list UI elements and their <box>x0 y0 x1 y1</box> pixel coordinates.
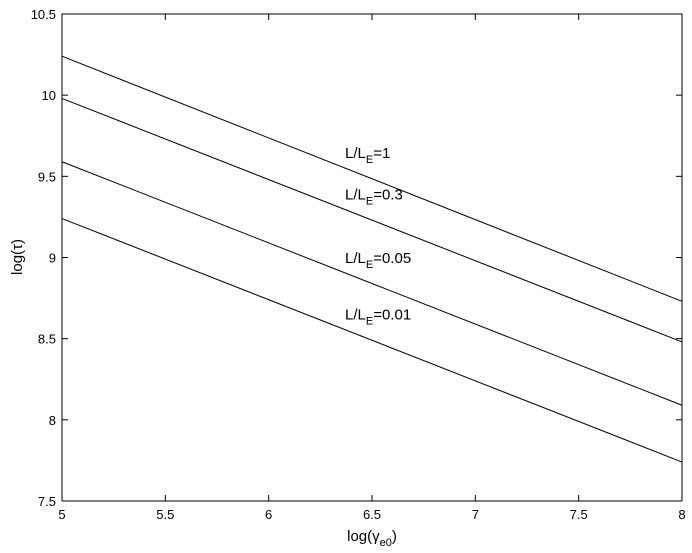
label-part: =0.05 <box>373 250 411 267</box>
line <box>61 218 683 463</box>
y-tick-label: 10 <box>42 88 56 103</box>
label-sub: E <box>366 316 373 328</box>
line-label: L/LE=1 <box>345 145 390 166</box>
x-tick-label: 5 <box>58 507 65 522</box>
x-tick-label: 6 <box>265 507 272 522</box>
line-label: L/LE=0.3 <box>345 187 403 208</box>
y-tick-label: 9.5 <box>38 169 56 184</box>
label-part: =0.01 <box>373 307 411 324</box>
y-tick-label: 9 <box>49 251 56 266</box>
label-part: L/L <box>345 145 366 162</box>
line <box>61 97 683 343</box>
y-tick-label: 10.5 <box>31 7 56 22</box>
x-tick-label: 8 <box>678 507 685 522</box>
x-tick-label: 6.5 <box>363 507 381 522</box>
y-tick-label: 7.5 <box>38 494 56 509</box>
y-tick-label: 8.5 <box>38 332 56 347</box>
line-label: L/LE=0.01 <box>345 307 411 328</box>
label-sub: E <box>366 196 373 208</box>
x-label-sub: e0 <box>380 537 392 549</box>
y-tick-label: 8 <box>49 413 56 428</box>
x-tick-label: 7 <box>472 507 479 522</box>
y-axis-label: log(τ) <box>9 239 26 275</box>
x-tick-label: 7.5 <box>570 507 588 522</box>
x-axis-label: log(γe0) <box>347 528 397 549</box>
label-part: =0.3 <box>373 187 403 204</box>
label-sub: E <box>366 154 373 166</box>
x-label-part: log(γ <box>347 528 380 545</box>
label-part: L/L <box>345 187 366 204</box>
x-tick-label: 5.5 <box>156 507 174 522</box>
label-part: L/L <box>345 250 366 267</box>
line <box>61 161 683 406</box>
line <box>61 55 683 302</box>
label-part: =1 <box>373 145 390 162</box>
label-sub: E <box>366 259 373 271</box>
label-part: L/L <box>345 307 366 324</box>
x-label-part: ) <box>392 528 397 545</box>
line-label: L/LE=0.05 <box>345 250 411 271</box>
plot-frame <box>61 13 683 502</box>
